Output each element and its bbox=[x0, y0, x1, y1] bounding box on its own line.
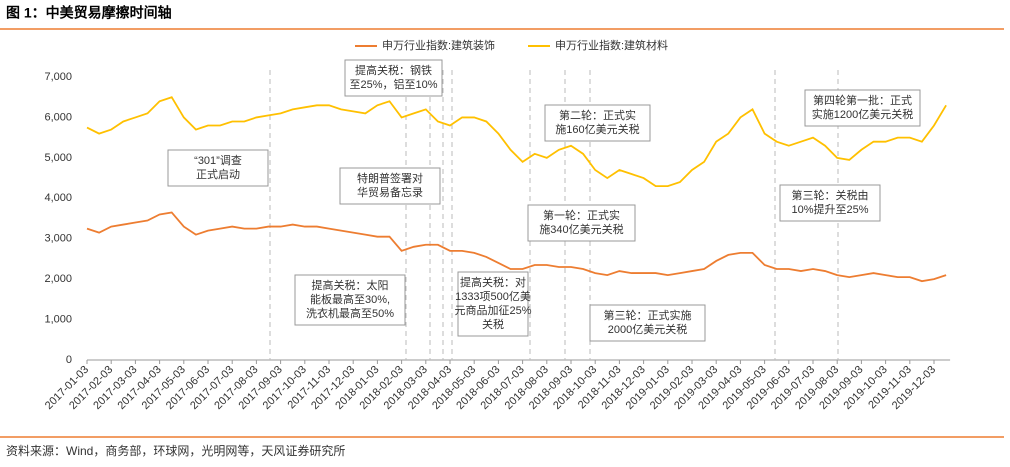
series-line bbox=[86, 211, 947, 283]
chart-title: 图 1：中美贸易摩擦时间轴 bbox=[6, 5, 172, 21]
y-tick-label: 3,000 bbox=[44, 233, 72, 245]
y-tick-label: 2,000 bbox=[44, 273, 72, 285]
annotation-text: 提高关税：钢铁 bbox=[355, 63, 432, 77]
annotation-text: 洗衣机最高至50% bbox=[306, 306, 394, 320]
y-tick-label: 0 bbox=[66, 354, 72, 366]
annotation-text: 施340亿美元关税 bbox=[539, 222, 623, 236]
y-tick-label: 5,000 bbox=[44, 152, 72, 164]
source: 资料来源：Wind，商务部，环球网，光明网等，天风证券研究所 bbox=[6, 443, 345, 458]
annotation-text: 提高关税：太阳 bbox=[312, 278, 389, 292]
annotation-box bbox=[167, 149, 269, 187]
annotation-text: 华贸易备忘录 bbox=[357, 185, 423, 199]
annotation-text: 至25%，铝至10% bbox=[349, 77, 437, 91]
annotation-text: 2000亿美元关税 bbox=[608, 322, 687, 336]
annotation-box bbox=[294, 274, 406, 326]
annotation-text: 第三轮：关税由 bbox=[792, 188, 869, 202]
annotation-text: 1333项500亿美 bbox=[455, 290, 531, 303]
annotation-box bbox=[339, 167, 441, 205]
y-tick-label: 1,000 bbox=[44, 313, 72, 325]
legend-label: 申万行业指数:建筑材料 bbox=[555, 38, 668, 52]
annotation-text: 能板最高至30%, bbox=[310, 292, 390, 306]
annotation-box bbox=[589, 304, 706, 342]
annotation-text: 第三轮：正式实施 bbox=[604, 308, 692, 322]
annotation-box bbox=[344, 59, 443, 97]
y-tick-label: 7,000 bbox=[44, 71, 72, 83]
annotation-text: 正式启动 bbox=[196, 168, 240, 181]
annotation-text: 关税 bbox=[482, 317, 504, 331]
annotation-text: “301”调查 bbox=[194, 153, 242, 167]
annotation-text: 第二轮：正式实 bbox=[559, 108, 636, 122]
annotation-box bbox=[804, 89, 921, 127]
series-line bbox=[86, 96, 947, 188]
annotation-text: 第一轮：正式实 bbox=[543, 208, 620, 222]
y-tick-label: 6,000 bbox=[44, 111, 72, 123]
annotation-text: 实施1200亿美元关税 bbox=[812, 107, 913, 121]
annotation-box bbox=[544, 104, 651, 142]
annotation-text: 第四轮第一批：正式 bbox=[813, 93, 912, 107]
y-tick-label: 4,000 bbox=[44, 192, 72, 204]
annotation-text: 特朗普签署对 bbox=[357, 171, 423, 185]
annotation-box bbox=[457, 271, 529, 337]
annotation-text: 施160亿美元关税 bbox=[555, 122, 639, 136]
legend-label: 申万行业指数:建筑装饰 bbox=[382, 38, 495, 52]
annotation-text: 10%提升至25% bbox=[791, 203, 868, 216]
annotation-text: 元商品加征25% bbox=[454, 303, 531, 317]
annotation-text: 提高关税：对 bbox=[460, 275, 526, 289]
annotation-box bbox=[779, 184, 881, 222]
annotation-box bbox=[527, 204, 636, 242]
